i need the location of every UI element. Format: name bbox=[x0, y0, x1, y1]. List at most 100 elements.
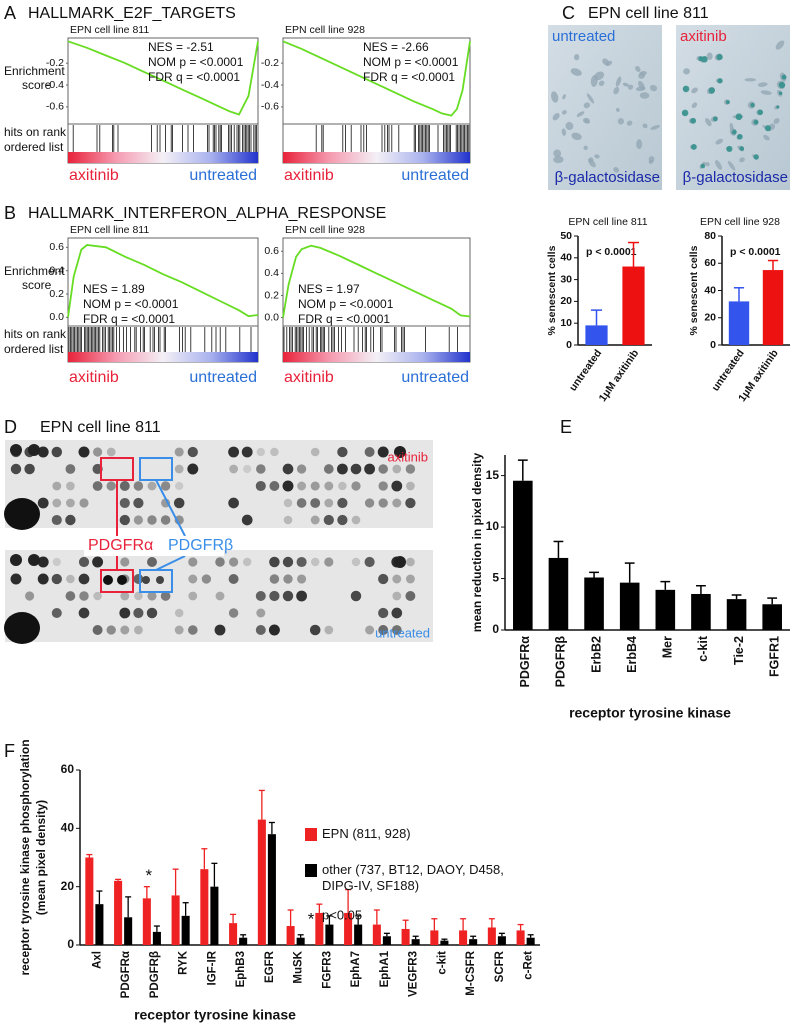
cell bbox=[561, 128, 567, 136]
cell bbox=[561, 110, 567, 115]
stain bbox=[716, 53, 723, 61]
x-tick-label: c-kit bbox=[696, 635, 710, 662]
cell bbox=[705, 118, 712, 127]
bar bbox=[296, 937, 305, 945]
callout-bg bbox=[84, 536, 224, 556]
blot-dot bbox=[241, 514, 253, 526]
blot-dot bbox=[52, 498, 62, 508]
stat-annotation: NOM p = <0.0001 bbox=[363, 55, 459, 69]
blot-dot bbox=[134, 625, 143, 635]
stain bbox=[735, 113, 743, 121]
stat-annotation: NOM p = <0.0001 bbox=[148, 55, 244, 69]
cell bbox=[602, 58, 610, 66]
blot-dot bbox=[392, 464, 402, 474]
blot-dot bbox=[337, 514, 348, 526]
x-tick-label: VEGFR3 bbox=[408, 951, 420, 997]
blot-dot bbox=[160, 481, 171, 491]
blot-dot bbox=[310, 447, 320, 457]
blot-dot bbox=[147, 557, 157, 567]
cell bbox=[562, 94, 566, 100]
bar bbox=[401, 928, 410, 945]
bar bbox=[469, 939, 478, 945]
blot-dot bbox=[324, 625, 334, 635]
cell bbox=[763, 134, 770, 141]
blot-dot bbox=[377, 446, 389, 458]
blot-dot bbox=[243, 464, 252, 474]
x-tick-label: c-kit bbox=[436, 951, 448, 975]
legend-entry: EPN (811, 928) bbox=[322, 826, 411, 841]
blot-dot bbox=[350, 463, 362, 475]
x-tick-label: EGFR bbox=[264, 950, 276, 983]
y-tick-label: 40 bbox=[560, 252, 572, 264]
blot-dot bbox=[296, 498, 307, 508]
x-tick-label: PDGFRβ bbox=[149, 951, 161, 998]
blot-dot bbox=[255, 590, 266, 602]
y-tick-label: 0 bbox=[710, 339, 716, 351]
legend-swatch bbox=[305, 864, 317, 877]
stat-annotation: NES = 1.97 bbox=[298, 282, 360, 296]
cell bbox=[571, 132, 582, 141]
blot-dot bbox=[106, 447, 116, 457]
bar bbox=[85, 857, 94, 945]
blot-dot bbox=[174, 625, 184, 635]
bar bbox=[229, 923, 238, 945]
blot-dot bbox=[310, 481, 320, 491]
condition-label: axitinib bbox=[680, 28, 727, 45]
rank-gradient bbox=[283, 352, 470, 362]
blot-dot bbox=[228, 557, 239, 567]
bar bbox=[325, 924, 334, 945]
blot-dot bbox=[351, 557, 361, 567]
blot-dot bbox=[392, 591, 402, 601]
blot-dot bbox=[174, 464, 184, 474]
condition-label: untreated bbox=[375, 625, 430, 640]
blot-dot bbox=[103, 575, 113, 585]
bar bbox=[114, 880, 123, 945]
hits-label: ordered list bbox=[4, 342, 64, 356]
blot-dot bbox=[79, 498, 89, 508]
blot-dot bbox=[229, 464, 238, 474]
cell bbox=[590, 75, 598, 87]
y-tick-label: 0.2 bbox=[49, 288, 64, 300]
cell bbox=[727, 160, 736, 171]
blot-dot bbox=[10, 573, 22, 585]
bar bbox=[728, 301, 750, 345]
blot-dot bbox=[133, 515, 143, 525]
blot-dot bbox=[351, 481, 361, 491]
stain bbox=[778, 81, 786, 89]
bar bbox=[430, 930, 439, 945]
stat-annotation: NES = -2.51 bbox=[148, 40, 214, 54]
cell bbox=[705, 162, 710, 167]
blot-dot bbox=[323, 464, 334, 474]
bar bbox=[181, 915, 190, 945]
rank-gradient bbox=[68, 352, 258, 362]
x-tick-label: EphA1 bbox=[379, 950, 391, 987]
cell bbox=[613, 167, 620, 173]
blot-dot bbox=[350, 590, 362, 602]
blot-dot bbox=[365, 625, 375, 635]
stat-annotation: NOM p = <0.0001 bbox=[298, 297, 394, 311]
stain bbox=[776, 105, 780, 109]
blot-dot bbox=[255, 480, 266, 492]
stain bbox=[690, 117, 697, 124]
y-tick-label: 10 bbox=[560, 317, 572, 329]
blot-dot bbox=[133, 574, 144, 584]
stat-annotation: FDR q = <0.0001 bbox=[298, 312, 390, 326]
bar bbox=[497, 936, 506, 945]
cell bbox=[650, 125, 660, 130]
cell bbox=[582, 117, 590, 124]
p-annotation: p < 0.0001 bbox=[586, 246, 637, 258]
blot-dot bbox=[270, 447, 279, 457]
micrograph bbox=[548, 25, 662, 190]
y-axis-label: mean reduction in pixel density bbox=[470, 452, 484, 632]
blot-dot bbox=[228, 446, 240, 458]
x-tick-label: ErbB2 bbox=[589, 636, 603, 673]
blot-dot bbox=[309, 624, 321, 636]
blot-dot bbox=[214, 624, 226, 636]
photo-title: EPN cell line 811 bbox=[588, 5, 709, 22]
blot-dot bbox=[37, 446, 49, 458]
right-label: untreated bbox=[401, 167, 469, 184]
blot-dot bbox=[120, 625, 130, 635]
cell bbox=[588, 157, 594, 163]
y-tick-label: 0 bbox=[67, 937, 74, 951]
bar bbox=[286, 926, 295, 945]
